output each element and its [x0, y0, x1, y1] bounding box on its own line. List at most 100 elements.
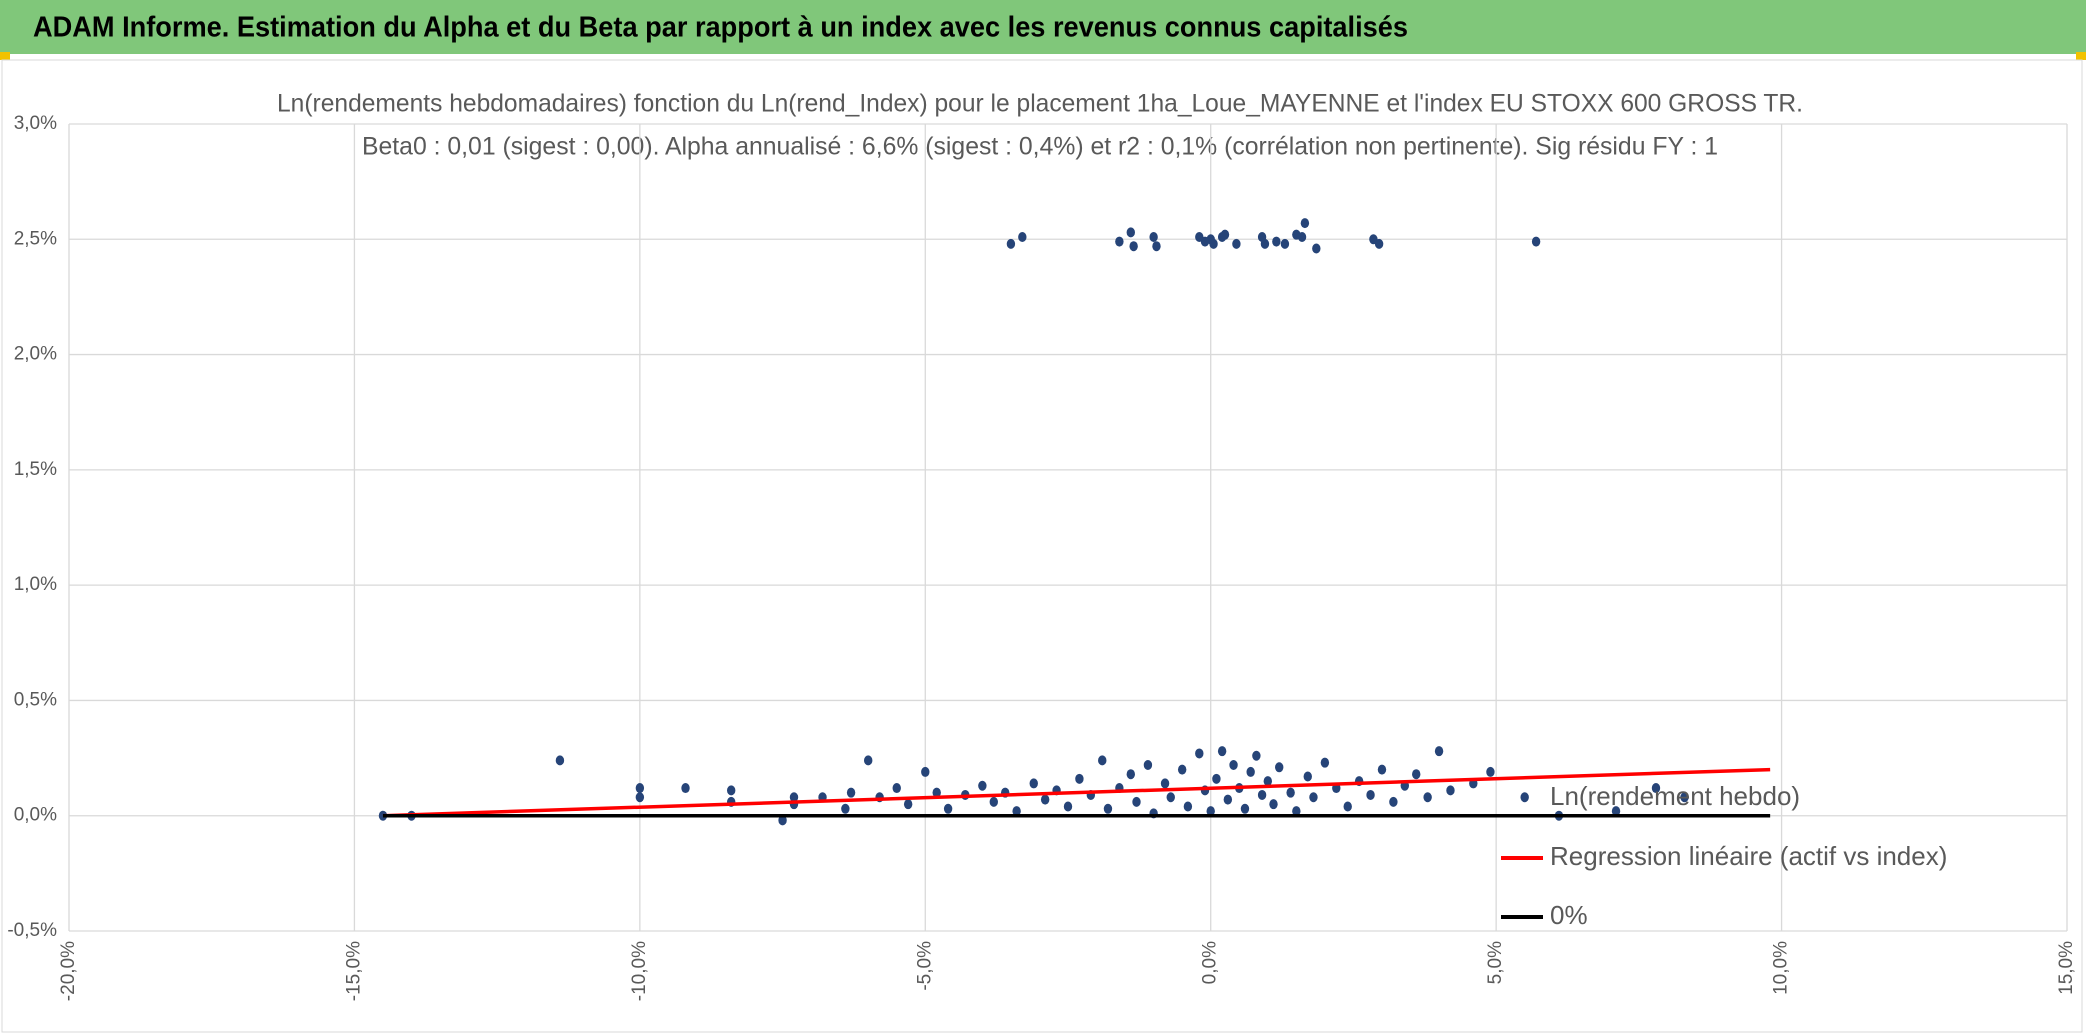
scatter-point [1246, 766, 1255, 777]
scatter-point [1423, 792, 1432, 803]
scatter-point [1223, 794, 1233, 805]
scatter-point [681, 783, 690, 794]
scatter-point [1260, 238, 1270, 249]
scatter-point [1063, 801, 1073, 812]
scatter-point [1257, 789, 1267, 800]
scatter-point [1206, 234, 1215, 245]
chart-subtitle: Beta0 : 0,01 (sigest : 0,00). Alpha annu… [362, 133, 1718, 161]
scatter-point [1206, 806, 1215, 817]
scatter-point [1183, 801, 1193, 812]
scatter-point [1309, 792, 1318, 803]
scatter-point [635, 792, 645, 803]
legend-label: 0% [1550, 900, 1588, 930]
scatter-point [989, 796, 998, 807]
scatter-point [1275, 762, 1284, 773]
scatter-point [726, 785, 736, 796]
scatter-point [1177, 764, 1187, 775]
scatter-point [1143, 759, 1153, 770]
scatter-point [1320, 757, 1330, 768]
header-bar [0, 0, 2086, 54]
x-tick-label: -5,0% [914, 941, 935, 991]
scatter-point [932, 787, 941, 798]
scatter-point [1098, 755, 1107, 766]
scatter-point [1126, 769, 1135, 780]
scatter-point [1240, 803, 1250, 814]
x-tick-label: 5,0% [1485, 941, 1506, 984]
chart-title: Ln(rendements hebdomadaires) fonction du… [277, 90, 1803, 118]
scatter-point [1149, 231, 1158, 242]
scatter-point [1343, 801, 1352, 812]
header-title: ADAM Informe. Estimation du Alpha et du … [33, 12, 1408, 44]
x-tick-label: 15,0% [2056, 941, 2077, 995]
scatter-point [1680, 792, 1689, 803]
y-tick-label: 1,0% [14, 574, 57, 595]
x-tick-label: 10,0% [1771, 941, 1792, 995]
scatter-point [635, 783, 645, 794]
scatter-point [1486, 766, 1495, 777]
x-tick-label: -20,0% [58, 941, 79, 1001]
scatter-point [1126, 227, 1135, 238]
series-line [382, 767, 1771, 818]
y-tick-label: -0,5% [7, 920, 57, 941]
scatter-point [841, 803, 850, 814]
scatter-point [1018, 231, 1027, 242]
scatter-point [1220, 229, 1230, 240]
scatter-point [1312, 243, 1321, 254]
scatter-point [789, 792, 799, 803]
scatter-point [903, 799, 913, 810]
y-tick-label: 2,0% [14, 344, 57, 365]
scatter-point [846, 787, 856, 798]
scatter-point [864, 755, 873, 766]
scatter-point [1446, 785, 1455, 796]
chart-frame [1, 59, 2083, 1033]
scatter-point [555, 755, 565, 766]
x-tick-label: -10,0% [629, 941, 650, 1001]
x-tick-label: -15,0% [343, 941, 364, 1001]
scatter-point [1366, 789, 1375, 800]
scatter-point [1195, 748, 1204, 759]
corner [0, 52, 10, 60]
scatter-point [1292, 806, 1301, 817]
y-tick-label: 0,5% [14, 689, 57, 710]
scatter-point [1129, 241, 1138, 252]
legend-label: Regression linéaire (actif vs index) [1550, 841, 1947, 871]
scatter-point [1115, 236, 1124, 247]
scatter-point [1166, 792, 1175, 803]
scatter-point [1286, 787, 1295, 798]
scatter-point [1272, 236, 1281, 247]
scatter-point [1389, 796, 1398, 807]
scatter-point [1263, 776, 1273, 787]
scatter-point [1269, 799, 1278, 810]
scatter-point [1232, 238, 1241, 249]
scatter-point [1012, 806, 1021, 817]
scatter-point [1040, 794, 1050, 805]
scatter-point [1006, 238, 1016, 249]
y-tick-label: 0,0% [14, 805, 57, 826]
legend-label: Ln(rendement hebdo) [1550, 781, 1800, 811]
scatter-point [1611, 806, 1621, 817]
scatter-point [1520, 792, 1529, 803]
scatter-point [1303, 771, 1312, 782]
scatter-point [1412, 769, 1421, 780]
scatter-point [1434, 746, 1444, 757]
scatter-point [921, 766, 930, 777]
corner [2076, 52, 2086, 60]
scatter-point [978, 780, 987, 791]
scatter-point [1252, 750, 1261, 761]
scatter-point [1217, 746, 1227, 757]
scatter-point [1374, 238, 1384, 249]
scatter-point [1212, 773, 1221, 784]
scatter-point [1075, 773, 1084, 784]
scatter-point [1531, 236, 1541, 247]
scatter-point [892, 783, 901, 794]
scatter-point [1152, 241, 1161, 252]
scatter-point [943, 803, 953, 814]
y-tick-label: 2,5% [14, 228, 57, 249]
y-tick-label: 3,0% [14, 113, 57, 134]
scatter-point [1297, 231, 1307, 242]
scatter-point [1029, 778, 1038, 789]
x-tick-label: 0,0% [1200, 941, 1221, 984]
scatter-point [1377, 764, 1387, 775]
